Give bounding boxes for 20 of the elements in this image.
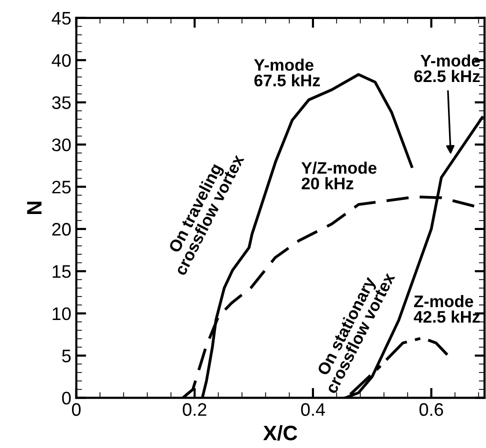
- y-tick-label: 35: [52, 96, 71, 110]
- x-tick-label: 0.6: [419, 403, 444, 416]
- x-tick-label: 0: [72, 403, 81, 416]
- y-axis-title: N: [27, 202, 42, 214]
- x-axis-title: X/C: [263, 425, 298, 441]
- annotation: Y/Z-mode 20 kHz: [301, 162, 376, 190]
- x-tick-label: 0.4: [301, 403, 325, 416]
- y-tick-label: 10: [52, 307, 71, 320]
- annotation: Z-mode 42.5 kHz: [414, 294, 480, 323]
- annotation: Y-mode 62.5 kHz: [414, 54, 480, 82]
- x-tick-label: 0.2: [182, 403, 206, 416]
- y-tick-label: 20: [52, 222, 71, 236]
- y-tick-label: 40: [52, 54, 71, 67]
- y-tick-label: 15: [52, 265, 71, 278]
- y-tick-label: 0: [62, 392, 71, 405]
- y-tick-label: 25: [52, 180, 71, 194]
- y-tick-label: 5: [62, 350, 71, 362]
- y-tick-label: 45: [52, 12, 71, 25]
- y-tick-label: 30: [52, 138, 71, 152]
- annotation: Y-mode 67.5 kHz: [254, 58, 320, 86]
